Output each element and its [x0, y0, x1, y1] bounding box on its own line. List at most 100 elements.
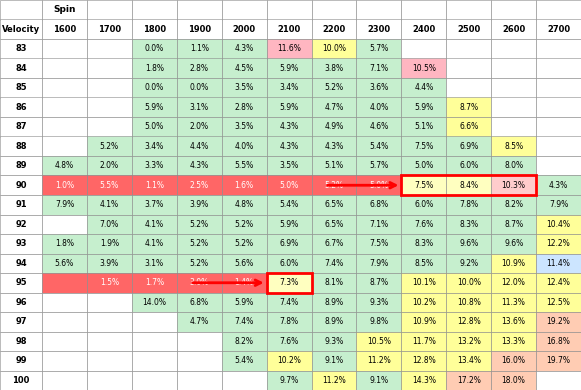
- Bar: [401, 20, 446, 39]
- Text: 84: 84: [15, 64, 27, 73]
- Bar: [356, 78, 401, 98]
- Bar: [491, 20, 536, 39]
- Bar: [132, 254, 177, 273]
- Bar: [536, 195, 581, 215]
- Text: 1.9%: 1.9%: [100, 239, 119, 248]
- Bar: [401, 292, 446, 312]
- Text: 92: 92: [15, 220, 27, 229]
- Bar: [0, 136, 42, 156]
- Text: 9.2%: 9.2%: [459, 259, 478, 268]
- Text: 3.8%: 3.8%: [324, 64, 343, 73]
- Bar: [42, 39, 87, 58]
- Bar: [267, 78, 311, 98]
- Bar: [87, 39, 132, 58]
- Bar: [267, 117, 311, 136]
- Bar: [491, 136, 536, 156]
- Bar: [401, 117, 446, 136]
- Text: 9.7%: 9.7%: [279, 376, 299, 385]
- Bar: [222, 20, 267, 39]
- Text: 4.5%: 4.5%: [235, 64, 254, 73]
- Text: 19.7%: 19.7%: [547, 356, 571, 365]
- Bar: [267, 370, 311, 390]
- Text: 6.0%: 6.0%: [414, 200, 433, 209]
- Bar: [536, 370, 581, 390]
- Text: 8.7%: 8.7%: [504, 220, 523, 229]
- Bar: [491, 351, 536, 370]
- Bar: [491, 78, 536, 98]
- Bar: [491, 0, 536, 20]
- Bar: [177, 312, 222, 332]
- Text: 10.1%: 10.1%: [412, 278, 436, 287]
- Text: 19.2%: 19.2%: [547, 317, 571, 326]
- Bar: [401, 39, 446, 58]
- Bar: [87, 20, 132, 39]
- Bar: [42, 332, 87, 351]
- Bar: [0, 58, 42, 78]
- Text: 16.0%: 16.0%: [501, 356, 526, 365]
- Bar: [491, 234, 536, 254]
- Bar: [401, 273, 446, 292]
- Bar: [536, 0, 581, 20]
- Bar: [177, 176, 222, 195]
- Bar: [356, 312, 401, 332]
- Bar: [356, 292, 401, 312]
- Text: 5.9%: 5.9%: [235, 298, 254, 307]
- Text: 7.5%: 7.5%: [414, 142, 433, 151]
- Bar: [401, 136, 446, 156]
- Text: 5.9%: 5.9%: [279, 103, 299, 112]
- Bar: [0, 292, 42, 312]
- Bar: [87, 195, 132, 215]
- Bar: [267, 39, 311, 58]
- Text: 5.2%: 5.2%: [235, 239, 254, 248]
- Bar: [267, 332, 311, 351]
- Bar: [177, 78, 222, 98]
- Text: 6.5%: 6.5%: [324, 200, 343, 209]
- Bar: [311, 234, 356, 254]
- Bar: [267, 312, 311, 332]
- Bar: [446, 332, 491, 351]
- Bar: [132, 273, 177, 292]
- Bar: [311, 215, 356, 234]
- Text: 89: 89: [15, 161, 27, 170]
- Text: 2.8%: 2.8%: [235, 103, 254, 112]
- Bar: [132, 292, 177, 312]
- Text: 88: 88: [15, 142, 27, 151]
- Text: 86: 86: [15, 103, 27, 112]
- Bar: [311, 20, 356, 39]
- Text: 2.8%: 2.8%: [190, 64, 209, 73]
- Bar: [267, 215, 311, 234]
- Bar: [222, 0, 267, 20]
- Text: 3.5%: 3.5%: [235, 83, 254, 92]
- Bar: [401, 176, 446, 195]
- Text: 3.9%: 3.9%: [189, 200, 209, 209]
- Text: 6.9%: 6.9%: [279, 239, 299, 248]
- Text: 96: 96: [15, 298, 27, 307]
- Text: 13.6%: 13.6%: [501, 317, 526, 326]
- Text: 100: 100: [12, 376, 30, 385]
- Bar: [42, 136, 87, 156]
- Bar: [222, 292, 267, 312]
- Bar: [87, 78, 132, 98]
- Text: 9.1%: 9.1%: [370, 376, 389, 385]
- Bar: [446, 234, 491, 254]
- Bar: [491, 39, 536, 58]
- Bar: [132, 156, 177, 176]
- Bar: [446, 20, 491, 39]
- Text: 4.3%: 4.3%: [279, 142, 299, 151]
- Text: 5.5%: 5.5%: [235, 161, 254, 170]
- Bar: [132, 0, 177, 20]
- Bar: [222, 136, 267, 156]
- Bar: [491, 292, 536, 312]
- Bar: [132, 39, 177, 58]
- Bar: [536, 215, 581, 234]
- Text: 7.6%: 7.6%: [279, 337, 299, 346]
- Text: 7.6%: 7.6%: [414, 220, 433, 229]
- Text: 2500: 2500: [457, 25, 480, 34]
- Bar: [401, 0, 446, 20]
- Text: 7.9%: 7.9%: [549, 200, 568, 209]
- Bar: [132, 351, 177, 370]
- Bar: [491, 195, 536, 215]
- Bar: [536, 273, 581, 292]
- Bar: [87, 292, 132, 312]
- Bar: [0, 78, 42, 98]
